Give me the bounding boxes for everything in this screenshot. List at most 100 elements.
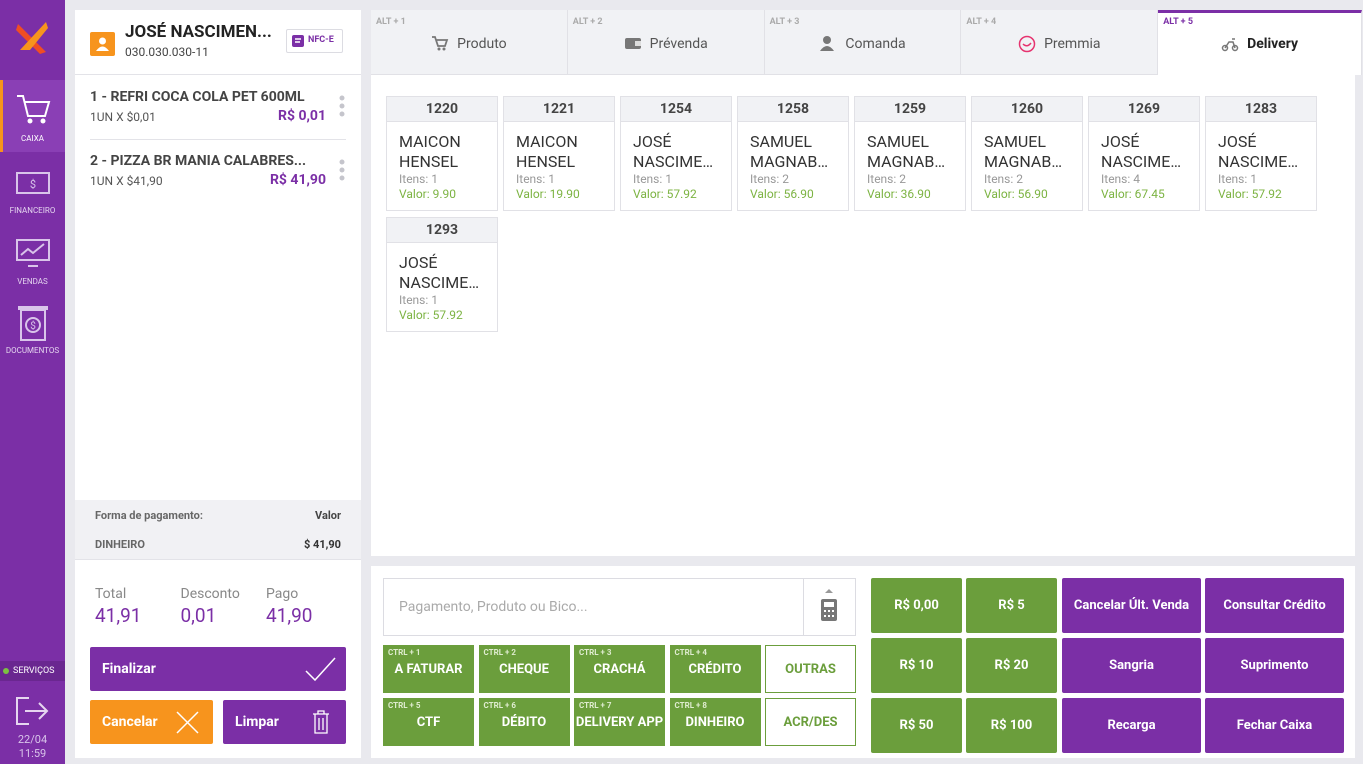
quick-button[interactable]: Suprimento	[1205, 638, 1344, 693]
delivery-panel: ALT + 1 Produto ALT + 2 Prévenda ALT + 3 Coma…	[371, 10, 1362, 556]
payment-method-button[interactable]: CTRL + 2 CHEQUE	[478, 645, 570, 693]
order-card[interactable]: 1260 SAMUEL MAGNAB… Itens: 2 Valor: 56.90	[971, 96, 1083, 211]
order-value: Valor: 57.92	[399, 308, 463, 322]
payment-method-button[interactable]: CTRL + 1 A FATURAR	[383, 645, 474, 693]
clear-button[interactable]: Limpar	[223, 700, 346, 744]
quick-button[interactable]: R$ 0,00	[871, 578, 962, 633]
order-id: 1283	[1206, 97, 1316, 122]
tab-icon	[820, 36, 835, 51]
tab-content: Comanda	[765, 35, 961, 53]
order-value: Valor: 67.45	[1101, 187, 1165, 201]
cart-item[interactable]: 1 - REFRI COCA COLA PET 600ML 1UN X $0,01…	[75, 89, 361, 149]
tab[interactable]: ALT + 2 Prévenda	[567, 10, 765, 75]
button-shortcut: CTRL + 8	[674, 701, 707, 710]
quick-panel: R$ 0,00 R$ 5 Cancelar Últ. Venda Consultar …	[862, 566, 1355, 758]
avatar-icon	[96, 37, 109, 51]
svg-text:$: $	[30, 319, 36, 332]
sidebar: CAIXA $ FINANCEIRO VENDAS $ DOCUMENTOS S…	[0, 0, 65, 764]
order-name: MAICON HENSEL	[516, 132, 578, 171]
order-card[interactable]: 1283 JOSÉ NASCIME… Itens: 1 Valor: 57.92	[1205, 96, 1317, 211]
order-items: Itens: 2	[750, 172, 789, 186]
payment-method-button[interactable]: CTRL + 3 CRACHÁ	[574, 645, 665, 693]
extra-method-button[interactable]: ACR/DES	[765, 698, 856, 746]
cart-item[interactable]: 2 - PIZZA BR MANIA CALABRES... 1UN X $41,…	[75, 153, 361, 213]
services[interactable]: SERVIÇOS	[0, 661, 65, 681]
item-title: 2 - PIZZA BR MANIA CALABRES...	[90, 153, 307, 169]
tab[interactable]: ALT + 4 Premmia	[961, 10, 1159, 75]
services-label: SERVIÇOS	[13, 666, 55, 676]
trash-icon	[313, 710, 329, 734]
quick-button[interactable]: R$ 10	[871, 638, 962, 693]
tab[interactable]: ALT + 5 Delivery	[1158, 10, 1362, 75]
item-title: 1 - REFRI COCA COLA PET 600ML	[90, 89, 305, 105]
tab-shortcut: ALT + 5	[1163, 17, 1193, 27]
order-name: JOSÉ NASCIME…	[1218, 132, 1299, 171]
order-items: Itens: 1	[399, 172, 438, 186]
nav-label: VENDAS	[17, 277, 48, 286]
quick-button[interactable]: Cancelar Últ. Venda	[1062, 578, 1201, 633]
nav-vendas[interactable]: VENDAS	[0, 235, 65, 290]
order-items: Itens: 1	[1218, 172, 1257, 186]
payment-method-button[interactable]: CTRL + 8 DINHEIRO	[669, 698, 761, 746]
order-items: Itens: 1	[516, 172, 555, 186]
order-card[interactable]: 1254 JOSÉ NASCIME… Itens: 1 Valor: 57.92	[620, 96, 732, 211]
order-card[interactable]: 1221 MAICON HENSEL Itens: 1 Valor: 19.90	[503, 96, 615, 211]
quick-button[interactable]: R$ 50	[871, 698, 962, 753]
quick-button[interactable]: R$ 100	[966, 698, 1057, 753]
order-id: 1260	[972, 97, 1082, 122]
total-value: 0,01	[180, 604, 217, 627]
quick-button[interactable]: R$ 5	[966, 578, 1057, 633]
order-card[interactable]: 1220 MAICON HENSEL Itens: 1 Valor: 9.90	[386, 96, 498, 211]
payment-method-button[interactable]: CTRL + 6 DÉBITO	[478, 698, 570, 746]
order-card[interactable]: 1269 JOSÉ NASCIME… Itens: 4 Valor: 67.45	[1088, 96, 1200, 211]
quick-button[interactable]: Consultar Crédito	[1205, 578, 1344, 633]
search-box[interactable]: Pagamento, Produto ou Bico...	[383, 578, 856, 636]
tab[interactable]: ALT + 3 Comanda	[764, 10, 962, 75]
cart-icon	[17, 95, 51, 124]
badge-icon	[292, 35, 304, 47]
payment-panel: Pagamento, Produto ou Bico... CTRL + 1 A F…	[371, 566, 862, 758]
tab-label: Comanda	[845, 36, 906, 52]
exit-icon[interactable]	[15, 696, 51, 726]
order-id: 1269	[1089, 97, 1199, 122]
customer-name: JOSÉ NASCIMEN...	[125, 22, 272, 42]
order-card[interactable]: 1259 SAMUEL MAGNAB… Itens: 2 Valor: 36.90	[854, 96, 966, 211]
time: 11:59	[18, 747, 47, 760]
nav-caixa[interactable]: CAIXA	[0, 80, 65, 152]
total-value: 41,91	[95, 604, 142, 627]
order-value: Valor: 36.90	[867, 187, 931, 201]
nav-financeiro[interactable]: $ FINANCEIRO	[0, 165, 65, 220]
quick-button[interactable]: Sangria	[1062, 638, 1201, 693]
button-label: DINHEIRO	[685, 715, 745, 730]
extra-method-button[interactable]: OUTRAS	[765, 645, 856, 693]
header	[75, 10, 361, 75]
x-icon	[176, 711, 199, 734]
nav-documentos[interactable]: $ DOCUMENTOS	[0, 302, 65, 362]
order-card[interactable]: 1293 JOSÉ NASCIME… Itens: 1 Valor: 57.92	[386, 217, 498, 332]
tab[interactable]: ALT + 1 Produto	[371, 10, 568, 75]
payment-method-button[interactable]: CTRL + 7 DELIVERY APP	[574, 698, 665, 746]
button-label: DÉBITO	[501, 715, 547, 730]
payment-method-button[interactable]: CTRL + 5 CTF	[383, 698, 474, 746]
order-items: Itens: 4	[1101, 172, 1140, 186]
cancel-button[interactable]: Cancelar	[90, 700, 213, 744]
payment-method-button[interactable]: CTRL + 4 CRÉDITO	[669, 645, 761, 693]
quick-button[interactable]: Fechar Caixa	[1205, 698, 1344, 753]
order-id: 1293	[387, 218, 497, 243]
order-name: SAMUEL MAGNAB…	[867, 132, 946, 171]
quick-button[interactable]: Recarga	[1062, 698, 1201, 753]
button-label: CHEQUE	[499, 662, 549, 677]
quick-button[interactable]: R$ 20	[966, 638, 1057, 693]
tab-shortcut: ALT + 3	[769, 17, 800, 27]
payment-header-value: Valor	[315, 509, 341, 522]
order-name: MAICON HENSEL	[399, 132, 461, 171]
chart-icon	[16, 239, 50, 267]
total-value: 41,90	[266, 604, 313, 627]
finalize-button[interactable]: Finalizar	[90, 647, 346, 691]
order-id: 1220	[387, 97, 497, 122]
tab-icon	[1221, 38, 1239, 52]
order-items: Itens: 2	[984, 172, 1023, 186]
sale-panel: JOSÉ NASCIMEN... 030.030.030-11 NFC-E 1 - R…	[75, 10, 361, 758]
nfce-badge[interactable]: NFC-E	[286, 29, 343, 53]
order-card[interactable]: 1258 SAMUEL MAGNAB… Itens: 2 Valor: 56.90	[737, 96, 849, 211]
